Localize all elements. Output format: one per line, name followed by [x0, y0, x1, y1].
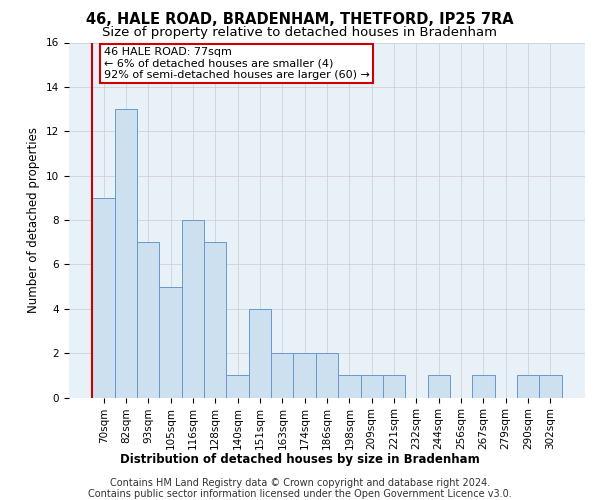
Text: 46, HALE ROAD, BRADENHAM, THETFORD, IP25 7RA: 46, HALE ROAD, BRADENHAM, THETFORD, IP25… — [86, 12, 514, 28]
Text: Contains HM Land Registry data © Crown copyright and database right 2024.: Contains HM Land Registry data © Crown c… — [110, 478, 490, 488]
Bar — [517, 376, 539, 398]
Bar — [92, 198, 115, 398]
Bar — [293, 353, 316, 398]
Bar — [472, 376, 494, 398]
Bar — [204, 242, 226, 398]
Bar — [383, 376, 405, 398]
Bar — [539, 376, 562, 398]
Bar — [271, 353, 293, 398]
Text: Size of property relative to detached houses in Bradenham: Size of property relative to detached ho… — [103, 26, 497, 39]
Bar — [226, 376, 249, 398]
Bar — [316, 353, 338, 398]
Y-axis label: Number of detached properties: Number of detached properties — [28, 127, 40, 313]
Bar — [182, 220, 204, 398]
Bar — [160, 286, 182, 398]
Text: Contains public sector information licensed under the Open Government Licence v3: Contains public sector information licen… — [88, 489, 512, 499]
Bar — [361, 376, 383, 398]
Bar — [115, 109, 137, 398]
Text: 46 HALE ROAD: 77sqm
← 6% of detached houses are smaller (4)
92% of semi-detached: 46 HALE ROAD: 77sqm ← 6% of detached hou… — [104, 47, 370, 80]
Bar — [249, 308, 271, 398]
Text: Distribution of detached houses by size in Bradenham: Distribution of detached houses by size … — [120, 454, 480, 466]
Bar — [338, 376, 361, 398]
Bar — [428, 376, 450, 398]
Bar — [137, 242, 160, 398]
